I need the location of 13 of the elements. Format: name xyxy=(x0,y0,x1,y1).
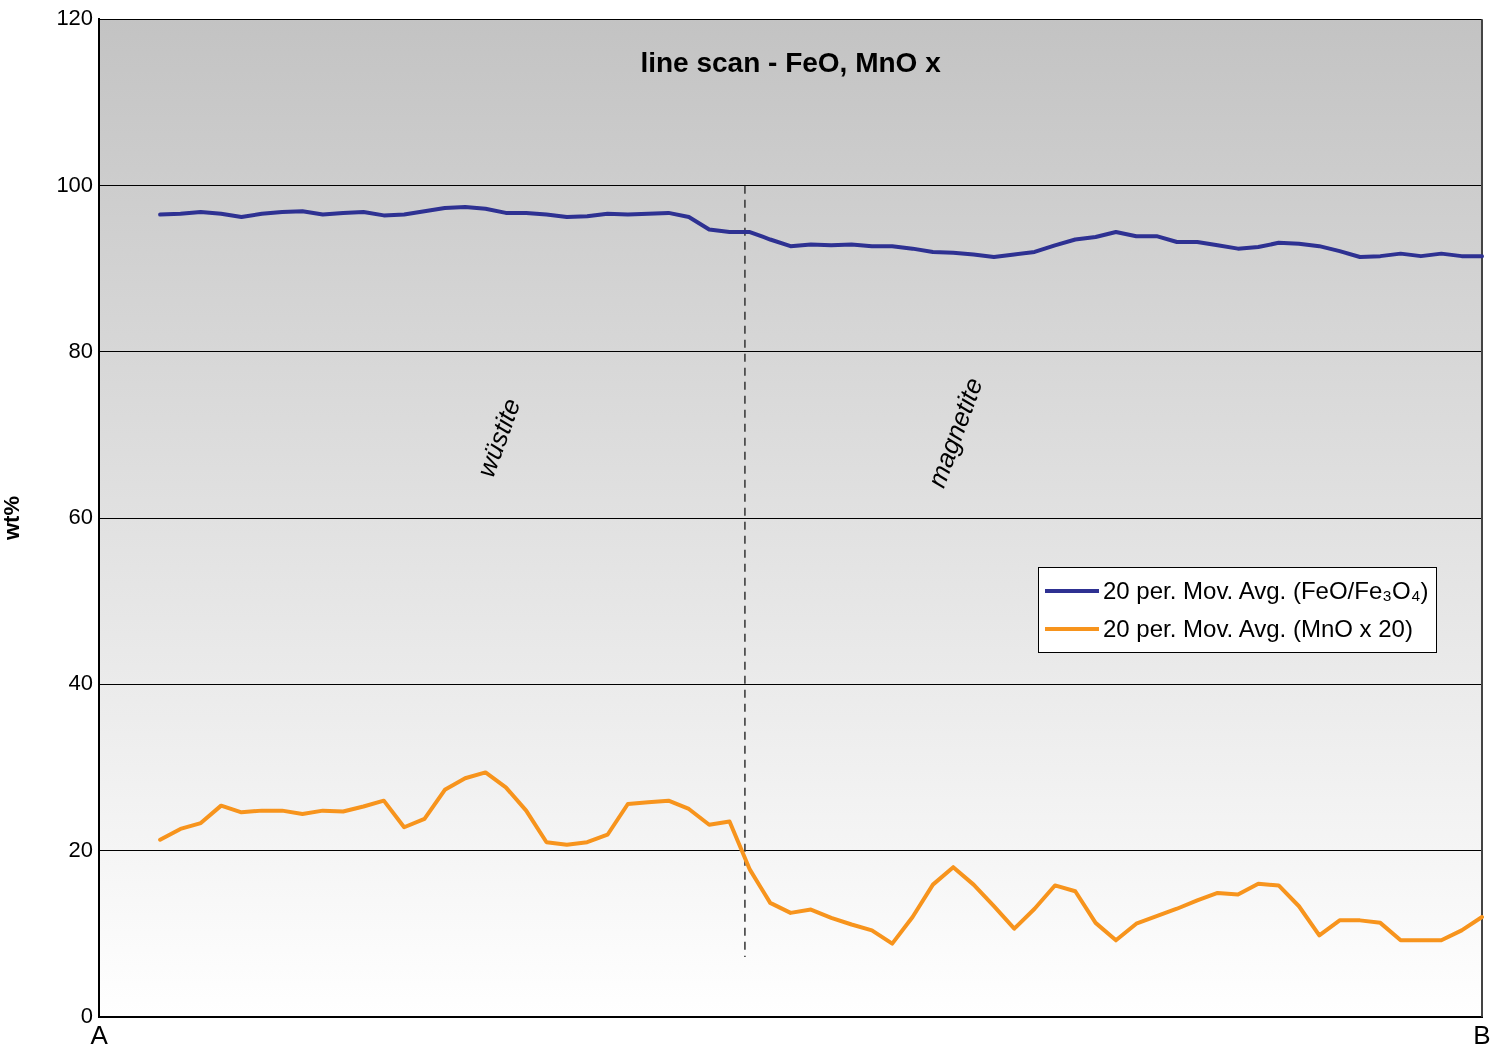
y-tick-label: 40 xyxy=(68,670,94,696)
y-axis-title: wt% xyxy=(0,496,25,541)
x-tick-label: B xyxy=(1473,1019,1491,1050)
y-tick-label: 60 xyxy=(68,504,94,530)
y-tick-label: 100 xyxy=(56,171,94,197)
y-tick-label: 20 xyxy=(68,836,94,862)
legend-label: 20 per. Mov. Avg. (MnO x 20) xyxy=(1103,614,1413,644)
annotation: wüstite xyxy=(470,394,527,481)
y-tick-label: 80 xyxy=(68,337,94,363)
y-tick-label: 0 xyxy=(80,1002,94,1028)
legend-label: 20 per. Mov. Avg. (FeO/Fe₃O₄) xyxy=(1103,576,1429,606)
y-tick-label: 120 xyxy=(56,5,94,31)
text: line scan - FeO, MnO x xyxy=(640,46,942,78)
